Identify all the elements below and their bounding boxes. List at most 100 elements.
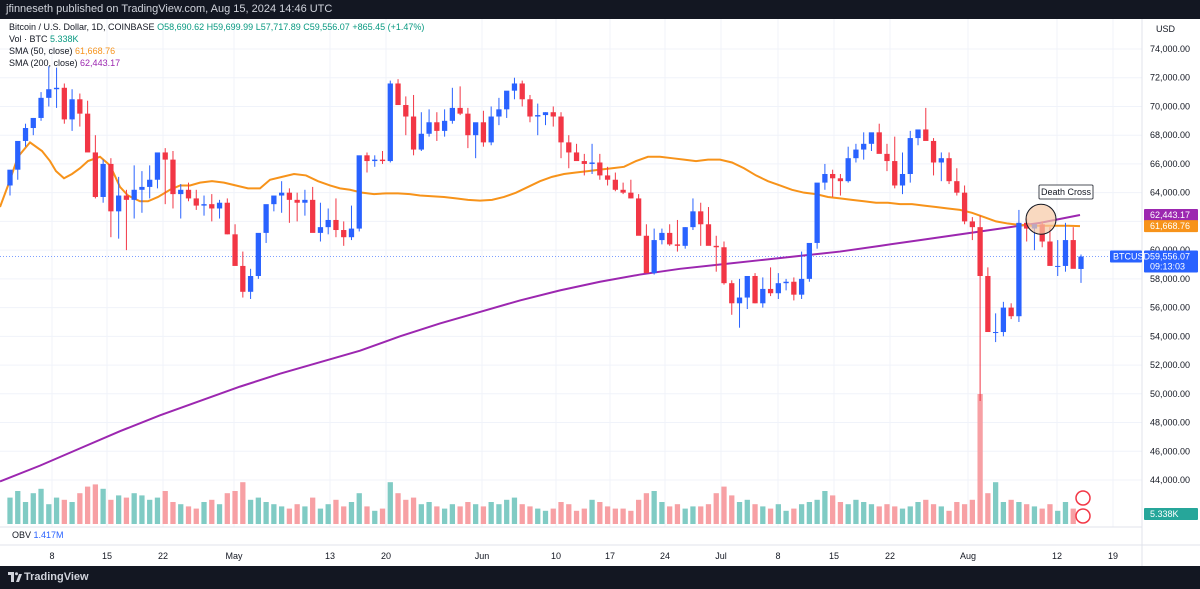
candle-body bbox=[783, 281, 789, 284]
candle-body bbox=[496, 109, 502, 117]
volume-bar bbox=[868, 504, 875, 524]
candle-body bbox=[868, 132, 875, 144]
candle-body bbox=[511, 83, 518, 91]
time-tick: May bbox=[225, 551, 243, 561]
candle-body bbox=[403, 105, 409, 117]
volume-bar bbox=[395, 493, 401, 524]
candle-body bbox=[46, 89, 52, 98]
obv-legend[interactable]: OBV 1.417M bbox=[12, 530, 64, 540]
legend-high: H59,699.99 bbox=[206, 22, 254, 32]
candle-body bbox=[434, 122, 440, 131]
volume-bar bbox=[767, 508, 774, 524]
candle-body bbox=[597, 162, 603, 176]
volume-bar bbox=[791, 508, 797, 524]
candle-body bbox=[938, 158, 944, 163]
candle-body bbox=[379, 159, 386, 162]
volume-bar bbox=[92, 484, 99, 524]
volume-bar bbox=[1016, 502, 1022, 524]
volume-bar bbox=[255, 497, 261, 524]
candle-body bbox=[535, 115, 541, 117]
time-tick: 15 bbox=[829, 551, 839, 561]
volume-bar bbox=[7, 497, 13, 524]
candle-body bbox=[822, 173, 828, 183]
candle-body bbox=[38, 97, 44, 118]
candle-body bbox=[457, 107, 463, 114]
candle-body bbox=[504, 90, 510, 110]
time-tick: 22 bbox=[885, 551, 895, 561]
candle-body bbox=[674, 244, 681, 246]
candle-body bbox=[930, 140, 937, 163]
candle-body bbox=[729, 283, 735, 304]
volume-bar bbox=[465, 502, 471, 524]
volume-bar bbox=[837, 502, 844, 524]
candle-body bbox=[77, 99, 83, 114]
candle-body bbox=[247, 275, 254, 292]
volume-bar bbox=[240, 482, 246, 524]
legend-sma50-value: 61,668.76 bbox=[75, 46, 116, 56]
legend-volume-row[interactable]: Vol · BTC 5.338K bbox=[9, 33, 424, 45]
volume-bar bbox=[845, 504, 851, 524]
candle-body bbox=[907, 138, 913, 174]
price-tick: 46,000.00 bbox=[1150, 446, 1190, 456]
volume-bar bbox=[1000, 502, 1007, 524]
price-tick: 60,000.00 bbox=[1150, 245, 1190, 255]
volume-bar bbox=[434, 506, 440, 524]
candle-body bbox=[116, 195, 122, 212]
volume-bar bbox=[573, 510, 580, 524]
price-tick: 50,000.00 bbox=[1150, 389, 1190, 399]
volume-bar bbox=[783, 510, 789, 524]
legend-change: +865.45 (+1.47%) bbox=[352, 22, 425, 32]
published-bar: jfinneseth published on TradingView.com,… bbox=[0, 0, 1200, 19]
time-tick: Jul bbox=[715, 551, 727, 561]
candle-body bbox=[915, 129, 921, 139]
candle-body bbox=[892, 161, 898, 186]
candle-body bbox=[667, 232, 673, 245]
sma50-path bbox=[0, 141, 1081, 228]
volume-bar bbox=[643, 493, 650, 524]
candle-body bbox=[178, 189, 184, 195]
candle-body bbox=[22, 128, 29, 141]
candle-body bbox=[612, 179, 618, 190]
candle-body bbox=[193, 198, 199, 206]
legend-symbol[interactable]: Bitcoin / U.S. Dollar, 1D, COINBASE bbox=[9, 22, 155, 32]
volume-bar bbox=[992, 482, 999, 524]
volume-bar bbox=[77, 493, 83, 524]
candle-body bbox=[488, 116, 494, 143]
volume-bar bbox=[426, 502, 432, 524]
volume-bar bbox=[667, 506, 673, 524]
candle-body bbox=[410, 116, 417, 150]
candle-body bbox=[418, 133, 424, 150]
volume-bar bbox=[379, 508, 386, 524]
volume-bar bbox=[224, 493, 230, 524]
volume-bar bbox=[907, 506, 913, 524]
candle-body bbox=[760, 288, 766, 304]
volume-bar bbox=[131, 493, 137, 524]
candle-body bbox=[806, 242, 813, 279]
volume-bar bbox=[147, 499, 153, 524]
volume-bar bbox=[899, 508, 906, 524]
candle-body bbox=[263, 204, 269, 233]
candle-body bbox=[201, 204, 207, 206]
chart-canvas[interactable]: Death Cross USD 74,000.00 72,000.00 70,000.… bbox=[0, 19, 1200, 566]
volume-bar bbox=[682, 508, 688, 524]
legend-sma50-row[interactable]: SMA (50, close) 61,668.76 bbox=[9, 45, 424, 57]
candle-body bbox=[240, 265, 246, 292]
volume-bar bbox=[387, 482, 393, 524]
volume-bar bbox=[108, 499, 114, 524]
volume-bar bbox=[496, 504, 502, 524]
volume-bar bbox=[480, 506, 487, 524]
volume-bar bbox=[985, 493, 991, 524]
tradingview-logo-icon bbox=[8, 572, 22, 582]
time-tick: 22 bbox=[158, 551, 168, 561]
time-tick: 20 bbox=[381, 551, 391, 561]
legend-open: O58,690.62 bbox=[157, 22, 205, 32]
candle-body bbox=[333, 219, 339, 231]
volume-bar bbox=[550, 508, 556, 524]
legend-sma200-row[interactable]: SMA (200, close) 62,443.17 bbox=[9, 57, 424, 69]
candle-body bbox=[325, 219, 331, 228]
chart-frame[interactable]: Death Cross USD 74,000.00 72,000.00 70,000.… bbox=[0, 19, 1200, 566]
candle-body bbox=[830, 173, 836, 179]
legend-sma200-value: 62,443.17 bbox=[80, 58, 121, 68]
candle-body bbox=[969, 221, 975, 228]
volume-bar bbox=[403, 499, 409, 524]
